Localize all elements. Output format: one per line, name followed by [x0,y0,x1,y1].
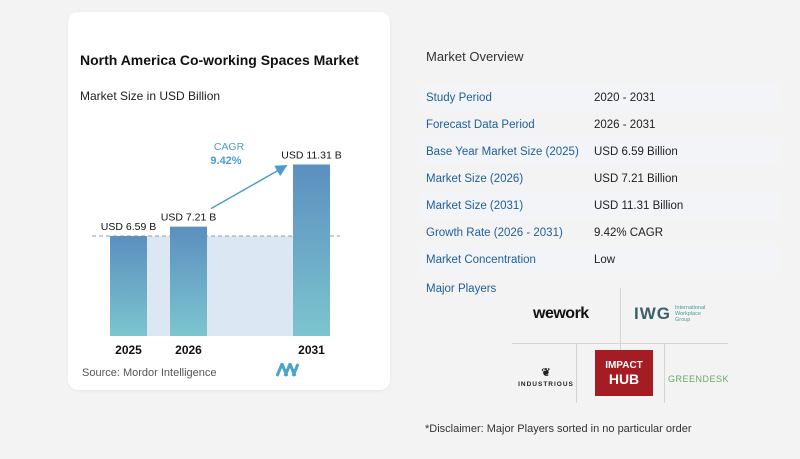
row-key: Study Period [426,91,492,104]
data-label-2031: USD 11.31 B [281,149,342,161]
row-key: Market Size (2026) [426,172,524,185]
bar-chart: USD 6.59 B 2025 USD 7.21 B 2026 USD 11.31 B 2… [92,141,342,357]
row-value: USD 6.59 Billion [594,145,678,158]
chart-title: North America Co-working Spaces Market [80,52,359,68]
bee-icon: ❦ [541,367,551,379]
divider [512,343,728,344]
overview-title: Market Overview [426,49,524,64]
divider [620,288,621,394]
row-key: Forecast Data Period [426,118,535,131]
bar-2026 [170,226,207,336]
divider [664,343,665,403]
row-value: 2020 - 2031 [594,91,656,104]
industrious-logo: ❦ INDUSTRIOUS [516,366,576,388]
row-value: 9.42% CAGR [594,226,664,239]
iwg-logo: IWG International Workplace Group [634,304,705,324]
x-tick-2025: 2025 [115,343,142,357]
row-key: Growth Rate (2026 - 2031) [426,226,563,239]
impact-bottom: HUB [608,371,640,387]
iwg-mark: IWG [634,304,671,323]
overview-row: Study Period 2020 - 2031 [418,84,778,111]
divider [576,343,577,403]
chart-subtitle: Market Size in USD Billion [80,89,221,103]
bar-2025 [110,236,147,336]
overview-row: Forecast Data Period 2026 - 2031 [418,111,778,138]
overview-row: Market Size (2031) USD 11.31 Billion [418,192,778,219]
overview-row: Market Size (2026) USD 7.21 Billion [418,165,778,192]
wework-logo: wework [533,305,589,322]
impact-top: IMPACT [605,360,643,371]
data-label-2026: USD 7.21 B [161,212,216,224]
row-key: Base Year Market Size (2025) [426,145,579,158]
x-tick-2026: 2026 [175,343,202,357]
source-note: Source: Mordor Intelligence [82,367,217,379]
greendesk-logo: GREENDESK [668,374,730,384]
disclaimer: *Disclaimer: Major Players sorted in no … [425,423,692,435]
cagr-label: CAGR [214,141,245,153]
row-value: Low [594,253,616,266]
row-value: USD 7.21 Billion [594,172,678,185]
data-label-2025: USD 6.59 B [101,221,156,233]
row-key: Market Concentration [426,253,536,266]
x-tick-2031: 2031 [298,343,325,357]
impact-hub-logo: IMPACT HUB [595,350,653,396]
row-value: USD 11.31 Billion [594,199,684,212]
iwg-text: International Workplace Group [675,305,706,323]
major-players-label: Major Players [426,283,497,295]
cagr-arrow [210,164,288,210]
overview-row: Growth Rate (2026 - 2031) 9.42% CAGR [418,219,778,246]
overview-row: Base Year Market Size (2025) USD 6.59 Bil… [418,138,778,165]
row-value: 2026 - 2031 [594,118,656,131]
row-key: Market Size (2031) [426,199,524,212]
cagr-value: 9.42% [210,155,241,167]
mordor-logo-icon [276,363,300,377]
overview-table: Study Period 2020 - 2031 Forecast Data Pe… [418,84,778,273]
overview-row: Market Concentration Low [418,246,778,273]
bar-2031 [293,164,330,336]
